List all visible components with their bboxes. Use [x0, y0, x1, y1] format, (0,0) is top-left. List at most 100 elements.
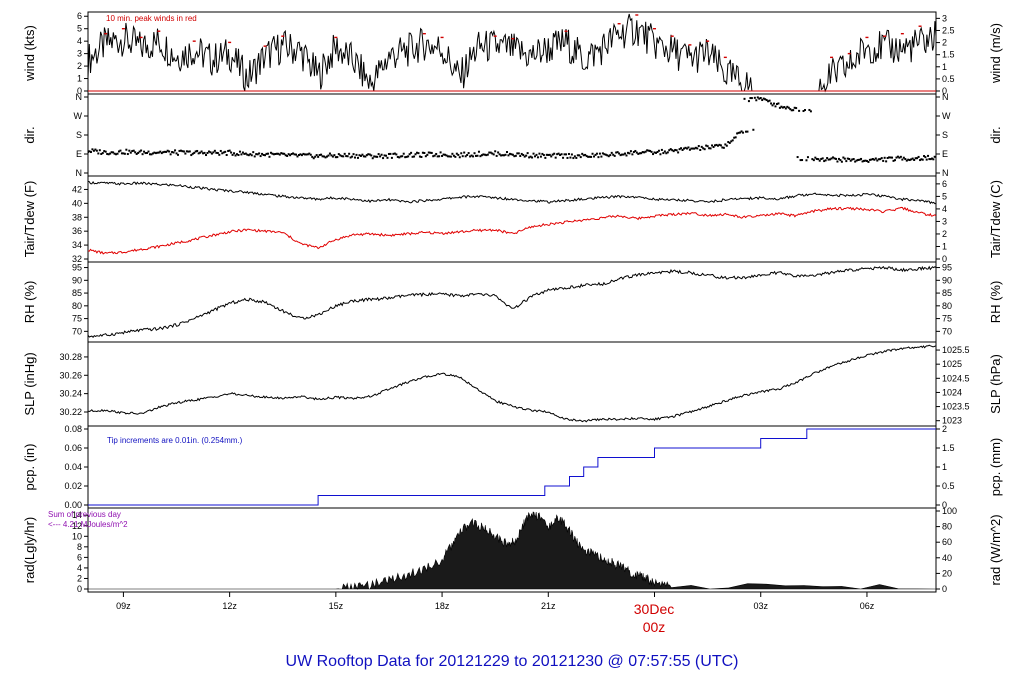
data-point — [466, 154, 469, 157]
data-point — [604, 153, 607, 156]
data-point — [870, 158, 873, 161]
data-point — [216, 152, 219, 155]
data-point — [464, 155, 467, 158]
plot-area-slp — [88, 344, 936, 423]
data-point — [910, 158, 913, 161]
data-point — [883, 156, 886, 159]
data-point — [460, 152, 463, 155]
data-point — [683, 147, 686, 150]
data-point — [722, 146, 725, 149]
data-point — [902, 156, 905, 159]
data-point — [259, 155, 262, 158]
data-point — [931, 157, 934, 160]
data-point — [665, 152, 668, 155]
data-point — [281, 152, 284, 155]
data-point — [798, 109, 801, 112]
data-point — [837, 157, 840, 160]
data-point — [733, 136, 736, 139]
data-point — [156, 151, 159, 154]
data-point — [833, 157, 836, 160]
data-point — [641, 151, 644, 154]
data-point — [606, 154, 609, 157]
data-point — [907, 158, 910, 161]
data-point — [228, 149, 231, 152]
data-point — [762, 97, 765, 100]
data-point — [184, 152, 187, 155]
data-point — [510, 153, 513, 156]
data-point — [570, 153, 573, 156]
right-tick-label-pcp: 0.5 — [942, 481, 955, 491]
data-point — [455, 152, 458, 155]
data-point — [531, 156, 534, 159]
peak-wind-mark — [670, 35, 674, 37]
data-point — [753, 96, 756, 99]
data-point — [296, 155, 299, 158]
data-point — [898, 156, 901, 159]
data-point — [91, 148, 94, 151]
left-tick-label-temp: 32 — [72, 254, 82, 264]
plot-area-rh — [88, 265, 936, 339]
data-point — [780, 105, 783, 108]
data-point — [367, 153, 370, 156]
data-point — [501, 154, 504, 157]
data-point — [351, 155, 354, 158]
data-point — [277, 152, 280, 155]
left-tick-label-pcp: 0.02 — [64, 481, 82, 491]
data-point — [548, 153, 551, 156]
data-point — [635, 151, 638, 154]
data-point — [923, 155, 926, 158]
data-point — [796, 156, 799, 159]
time-tick-label: 18z — [435, 601, 450, 611]
data-point — [662, 152, 665, 155]
data-point — [542, 154, 545, 157]
data-point — [917, 155, 920, 158]
right-tick-label-temp: 1 — [942, 241, 947, 251]
data-point — [564, 153, 567, 156]
data-point — [865, 159, 868, 162]
data-point — [219, 149, 222, 152]
peak-wind-mark — [422, 32, 426, 35]
peak-wind-mark — [511, 37, 515, 40]
data-point — [507, 154, 510, 157]
panel-frame-dir — [87, 93, 937, 177]
right-tick-label-rad: 20 — [942, 568, 952, 578]
radiation-annotation-line: <--- 4.21 MJoules/m^2 — [48, 520, 128, 529]
data-point — [140, 149, 143, 152]
left-tick-label-slp: 30.26 — [59, 370, 82, 380]
data-point — [327, 154, 330, 157]
data-point — [868, 158, 871, 161]
data-point — [122, 152, 125, 155]
data-point — [176, 153, 179, 156]
data-point — [610, 151, 613, 154]
data-point — [778, 106, 781, 109]
data-point — [207, 150, 210, 153]
right-axis-label-dir: dir. — [988, 126, 1003, 143]
left-tick-label-temp: 38 — [72, 212, 82, 222]
data-point — [523, 155, 526, 158]
data-point — [210, 152, 213, 155]
data-point — [94, 148, 97, 151]
data-point — [181, 150, 184, 153]
data-point — [293, 153, 296, 156]
data-point — [879, 158, 882, 161]
data-point — [491, 152, 494, 155]
time-tick-label: 06z — [860, 601, 875, 611]
right-axis-label-rad: rad (W/m^2) — [988, 514, 1003, 585]
data-point — [737, 131, 740, 134]
data-point — [166, 149, 169, 152]
data-point — [613, 154, 616, 157]
data-point — [346, 155, 349, 158]
peak-wind-mark — [688, 44, 692, 46]
data-point — [330, 154, 333, 157]
data-point — [331, 155, 334, 158]
data-point — [287, 153, 290, 156]
data-point — [258, 152, 261, 155]
data-point — [498, 153, 501, 156]
data-point — [252, 151, 255, 154]
data-point — [442, 153, 445, 156]
data-point — [157, 151, 160, 154]
right-axis-label-slp: SLP (hPa) — [988, 354, 1003, 414]
left-tick-label-temp: 40 — [72, 198, 82, 208]
right-tick-label-temp: 2 — [942, 229, 947, 239]
data-point — [480, 154, 483, 157]
